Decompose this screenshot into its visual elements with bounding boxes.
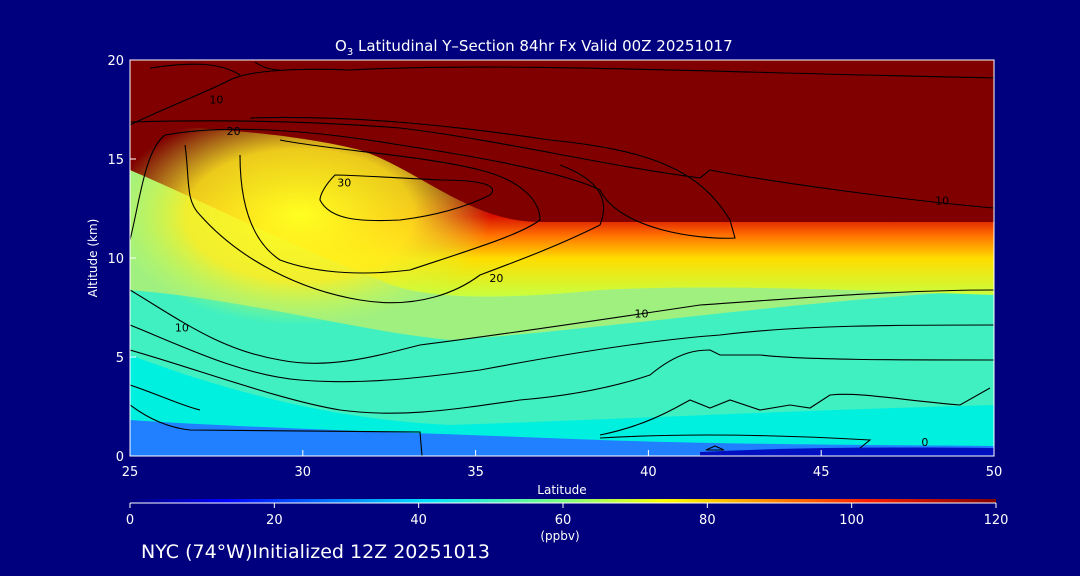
contour-labels: 10 20 30 20 10 10 10 0 bbox=[175, 94, 949, 450]
title: O3 Latitudinal Y–Section 84hr Fx Valid 0… bbox=[335, 37, 733, 58]
x-tick-label: 25 bbox=[122, 465, 139, 480]
colorbar-tick-label: 80 bbox=[699, 513, 716, 528]
colorbar-tick-label: 20 bbox=[266, 513, 283, 528]
contour-line bbox=[130, 120, 994, 209]
y-axis: 0 5 10 15 20 bbox=[107, 54, 136, 465]
contour-label: 10 bbox=[175, 321, 189, 334]
x-tick-label: 40 bbox=[640, 465, 657, 480]
colorbar-tick-label: 40 bbox=[410, 513, 427, 528]
colorbar-tick-label: 60 bbox=[555, 513, 572, 528]
x-tick-label: 35 bbox=[467, 465, 484, 480]
contour-line bbox=[130, 349, 994, 414]
contour-line bbox=[599, 434, 872, 449]
contour-line bbox=[149, 61, 281, 76]
x-axis-label: Latitude bbox=[537, 483, 586, 497]
field-blue-surface bbox=[130, 420, 994, 456]
title-rest: Latitudinal Y–Section 84hr Fx Valid 00Z … bbox=[353, 37, 732, 55]
y-tick-label: 5 bbox=[116, 351, 124, 366]
x-tick-label: 50 bbox=[986, 465, 1003, 480]
colorbar-ticks: 0 20 40 60 80 100 120 bbox=[126, 503, 1009, 528]
contour-label: 20 bbox=[227, 125, 241, 138]
contour-line bbox=[319, 174, 493, 222]
contour-line bbox=[130, 384, 423, 456]
colorbar-tick-label: 100 bbox=[839, 513, 864, 528]
colorbar-tick-label: 0 bbox=[126, 513, 134, 528]
colorbar-units: (ppbv) bbox=[540, 529, 579, 543]
contour-line bbox=[239, 139, 541, 274]
contour-line bbox=[705, 445, 725, 451]
colorbar-bar bbox=[130, 499, 996, 503]
title-prefix: O bbox=[335, 37, 347, 55]
colorbar-tick-label: 120 bbox=[984, 513, 1009, 528]
contour-label: 10 bbox=[935, 195, 949, 208]
contour-label: 10 bbox=[209, 94, 223, 107]
colorbar: 0 20 40 60 80 100 120 (ppbv) bbox=[126, 499, 1009, 543]
field-darkblue-band bbox=[700, 447, 994, 456]
footer-initialized-text: NYC (74°W)Initialized 12Z 20251013 bbox=[141, 541, 490, 563]
contour-label: 20 bbox=[489, 272, 503, 285]
contour-label: 30 bbox=[337, 177, 351, 190]
y-axis-label: Altitude (km) bbox=[86, 219, 100, 298]
contour-line bbox=[130, 66, 994, 126]
contour-label: 0 bbox=[921, 436, 928, 449]
contour-line bbox=[130, 116, 736, 241]
title-subscript: 3 bbox=[347, 47, 353, 58]
svg-text:O3 Latitudinal Y–Section 84hr: O3 Latitudinal Y–Section 84hr Fx Valid 0… bbox=[335, 37, 733, 58]
contours bbox=[130, 61, 994, 456]
x-tick-label: 45 bbox=[813, 465, 830, 480]
contour-line bbox=[130, 289, 994, 364]
x-axis: 25 30 35 40 45 50 bbox=[122, 450, 1003, 480]
y-tick-label: 20 bbox=[107, 54, 124, 69]
y-tick-label: 0 bbox=[116, 450, 124, 465]
y-tick-label: 10 bbox=[107, 252, 124, 267]
y-tick-label: 15 bbox=[107, 153, 124, 168]
contour-line bbox=[599, 387, 991, 436]
contour-line bbox=[184, 144, 605, 304]
contour-line bbox=[130, 324, 994, 383]
contour-label: 10 bbox=[634, 307, 648, 320]
x-tick-label: 30 bbox=[295, 465, 312, 480]
